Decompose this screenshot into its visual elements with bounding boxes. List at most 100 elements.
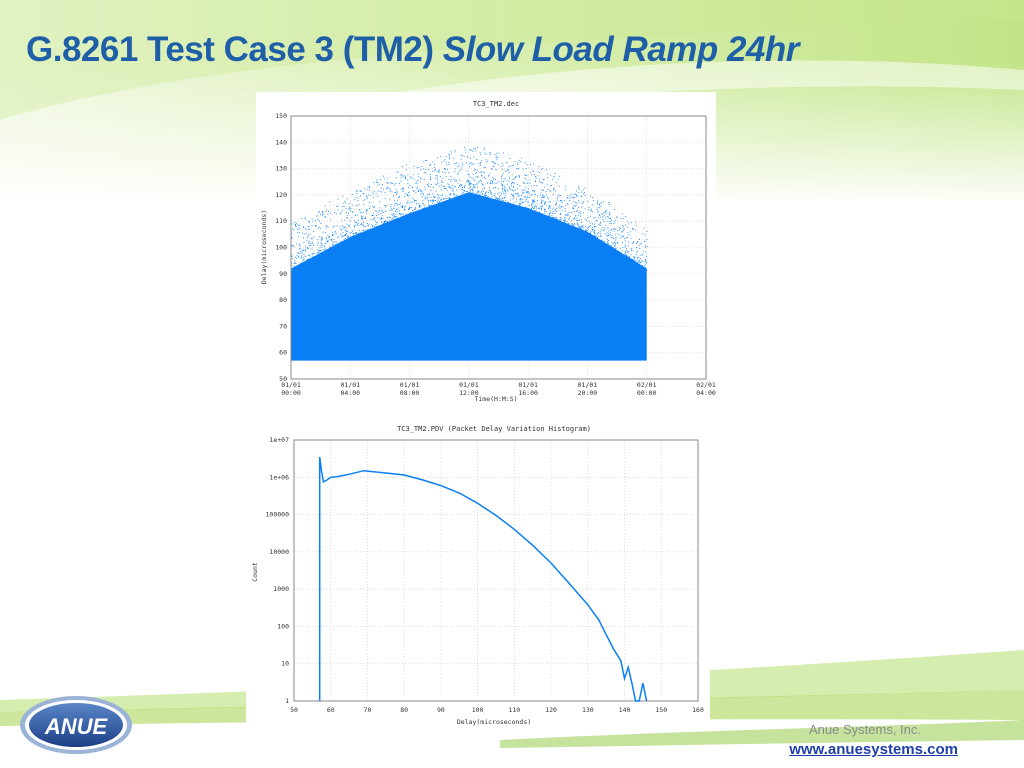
scatter-point bbox=[427, 194, 428, 196]
scatter-point bbox=[476, 191, 478, 193]
scatter-point bbox=[515, 207, 517, 208]
scatter-point bbox=[492, 199, 494, 200]
scatter-point bbox=[566, 197, 568, 198]
scatter-point bbox=[337, 235, 339, 237]
scatter-point bbox=[599, 216, 601, 218]
scatter-point bbox=[364, 234, 365, 236]
scatter-point bbox=[479, 194, 481, 196]
scatter-point bbox=[531, 174, 532, 176]
scatter-point bbox=[469, 162, 471, 164]
scatter-point bbox=[347, 236, 349, 237]
scatter-point bbox=[358, 232, 359, 234]
scatter-point bbox=[560, 217, 562, 219]
scatter-point bbox=[578, 231, 579, 233]
scatter-point bbox=[428, 186, 430, 187]
scatter-point bbox=[315, 259, 316, 261]
scatter-point bbox=[363, 232, 364, 234]
scatter-point bbox=[399, 212, 400, 214]
scatter-point bbox=[642, 265, 643, 266]
scatter-point bbox=[449, 197, 451, 199]
scatter-point bbox=[326, 253, 328, 255]
scatter-point bbox=[421, 191, 423, 193]
scatter-point bbox=[594, 229, 595, 231]
y-tick-label: 50 bbox=[279, 375, 287, 383]
scatter-point bbox=[485, 153, 487, 155]
scatter-point bbox=[558, 206, 560, 208]
x-tick-label: 120 bbox=[545, 706, 557, 714]
scatter-point bbox=[333, 241, 335, 243]
scatter-point bbox=[633, 257, 635, 258]
scatter-point bbox=[342, 206, 344, 207]
scatter-point bbox=[598, 232, 600, 233]
scatter-point bbox=[367, 232, 369, 234]
scatter-point bbox=[302, 264, 304, 266]
scatter-point bbox=[435, 175, 437, 176]
x-tick-label: 70 bbox=[364, 706, 372, 714]
scatter-point bbox=[524, 189, 526, 191]
scatter-point bbox=[610, 217, 612, 219]
scatter-point bbox=[315, 225, 317, 226]
scatter-point bbox=[563, 220, 564, 221]
scatter-point bbox=[623, 228, 625, 229]
scatter-point bbox=[633, 255, 634, 257]
scatter-point bbox=[445, 161, 447, 163]
scatter-point bbox=[557, 178, 559, 180]
scatter-point bbox=[590, 231, 592, 233]
scatter-point bbox=[476, 197, 478, 199]
scatter-point bbox=[534, 211, 536, 213]
scatter-point bbox=[627, 255, 629, 257]
scatter-point bbox=[521, 189, 523, 191]
scatter-point bbox=[523, 209, 525, 211]
scatter-point bbox=[294, 269, 296, 271]
scatter-point bbox=[613, 221, 615, 223]
scatter-point bbox=[624, 246, 626, 248]
scatter-point bbox=[555, 221, 557, 223]
scatter-point bbox=[485, 159, 487, 161]
scatter-point bbox=[486, 182, 488, 184]
scatter-point bbox=[443, 198, 445, 199]
website-link[interactable]: www.anuesystems.com bbox=[789, 741, 958, 758]
scatter-point bbox=[305, 245, 306, 247]
scatter-point bbox=[376, 215, 377, 216]
scatter-point bbox=[542, 196, 544, 198]
scatter-point bbox=[615, 254, 617, 255]
scatter-point bbox=[584, 187, 586, 189]
scatter-point bbox=[347, 241, 349, 243]
scatter-point bbox=[401, 205, 403, 207]
scatter-point bbox=[453, 162, 455, 164]
y-tick-label: 110 bbox=[275, 217, 287, 225]
scatter-point bbox=[312, 252, 314, 254]
scatter-point bbox=[360, 212, 362, 214]
scatter-point bbox=[548, 198, 549, 200]
scatter-point bbox=[628, 241, 629, 243]
scatter-point bbox=[332, 250, 334, 251]
scatter-point bbox=[558, 185, 560, 187]
scatter-point bbox=[438, 171, 439, 173]
scatter-point bbox=[464, 196, 466, 198]
scatter-point bbox=[581, 230, 583, 232]
scatter-point bbox=[306, 240, 308, 242]
scatter-point bbox=[430, 179, 431, 180]
scatter-point bbox=[417, 173, 419, 175]
scatter-point bbox=[589, 234, 591, 236]
scatter-point bbox=[587, 232, 588, 234]
scatter-point bbox=[535, 176, 536, 178]
scatter-point bbox=[299, 244, 301, 246]
scatter-point bbox=[625, 237, 627, 239]
scatter-point bbox=[372, 197, 374, 199]
scatter-point bbox=[404, 175, 406, 177]
scatter-point bbox=[350, 232, 352, 233]
scatter-point bbox=[600, 236, 602, 237]
scatter-point bbox=[546, 217, 547, 219]
scatter-point bbox=[317, 250, 319, 252]
scatter-point bbox=[543, 209, 545, 211]
scatter-point bbox=[606, 245, 607, 247]
scatter-point bbox=[526, 190, 528, 192]
scatter-point bbox=[589, 225, 591, 227]
scatter-point bbox=[390, 222, 392, 223]
scatter-point bbox=[311, 225, 313, 227]
scatter-point bbox=[574, 217, 575, 219]
scatter-point bbox=[626, 248, 627, 249]
scatter-point bbox=[366, 210, 367, 212]
